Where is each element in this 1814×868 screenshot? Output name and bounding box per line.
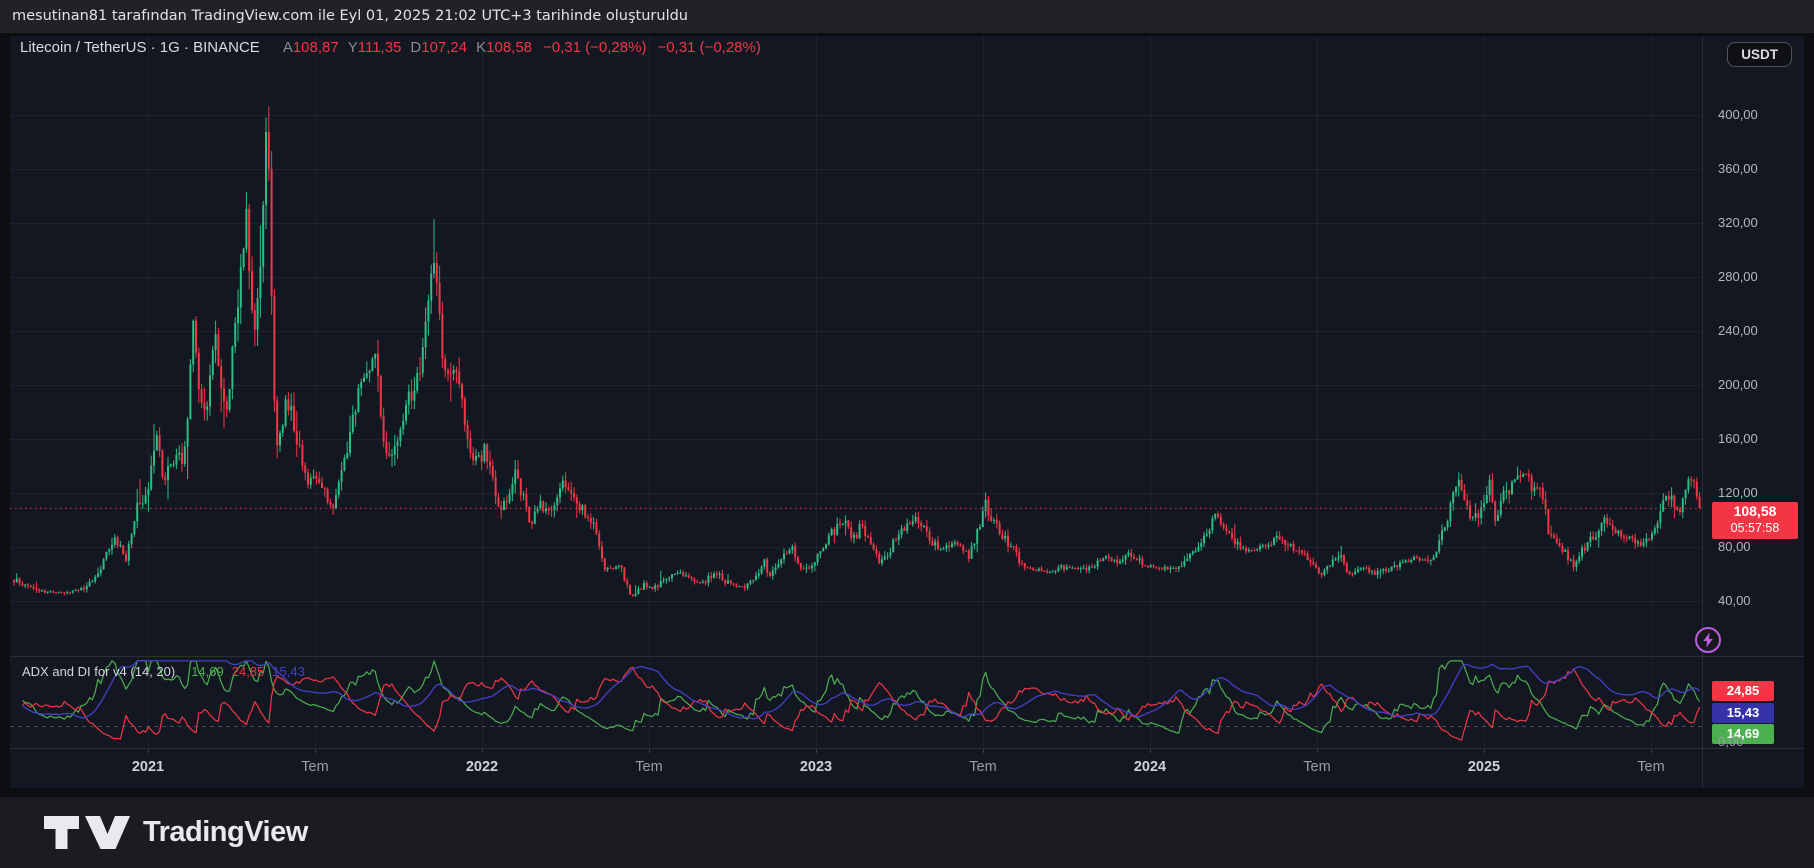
ohlc-value: 107,24: [421, 39, 468, 56]
price-tick-label: 40,00: [1718, 593, 1751, 608]
last-price-badge: 108,58 05:57:58: [1712, 502, 1798, 539]
candlestick-chart[interactable]: [10, 36, 1804, 788]
indicator-header: ADX and DI for v4 (14, 20) 14,69 24,85 15,4…: [22, 664, 305, 680]
price-tick-label: 200,00: [1718, 377, 1758, 392]
price-tick-label: 280,00: [1718, 269, 1758, 284]
symbol-header: Litecoin / TetherUS · 1G · BINANCE A108,8…: [20, 39, 761, 57]
symbol-title[interactable]: Litecoin / TetherUS · 1G · BINANCE: [20, 39, 260, 56]
indicator-values: 14,69 24,85 15,43: [183, 664, 305, 679]
time-axis-year-label: 2023: [799, 759, 833, 775]
time-axis-month-label: Tem: [301, 759, 329, 775]
time-axis-month-label: Tem: [635, 759, 663, 775]
bar-countdown: 05:57:58: [1730, 521, 1780, 535]
change-value: −0,31 (−0,28%): [543, 39, 647, 56]
ohlc-label: D: [410, 39, 422, 56]
indicator-title[interactable]: ADX and DI for v4 (14, 20): [22, 664, 176, 679]
price-tick-label: 320,00: [1718, 215, 1758, 230]
indicator-value-di+: 14,69: [191, 664, 224, 679]
tradingview-logo[interactable]: TradingView: [44, 815, 308, 850]
time-axis[interactable]: 2021 Tem 2022 Tem 2023 Tem 2024 Tem 2025 Tem: [10, 748, 1702, 788]
price-tick-label: 160,00: [1718, 431, 1758, 446]
price-tick-label: 360,00: [1718, 161, 1758, 176]
price-tick-label: 80,00: [1718, 539, 1751, 554]
last-price-value: 108,58: [1733, 503, 1777, 519]
indicator-badge-di-: 24,85: [1712, 681, 1774, 701]
currency-toggle-button[interactable]: USDT: [1727, 42, 1792, 67]
ohlc-label: K: [476, 39, 487, 56]
time-axis-year-label: 2021: [131, 759, 165, 775]
price-tick-label: 400,00: [1718, 107, 1758, 122]
indicator-value-adx: 15,43: [272, 664, 305, 679]
attribution-text: mesutinan81 tarafından TradingView.com i…: [12, 8, 688, 24]
time-axis-month-label: Tem: [1637, 759, 1665, 775]
ohlc-values: A108,87 Y111,35 D107,24 K108,58: [274, 39, 532, 56]
ohlc-label: A: [282, 39, 293, 56]
price-tick-label: 240,00: [1718, 323, 1758, 338]
indicator-zero-label: 0,00: [1718, 734, 1744, 749]
price-tick-label: 120,00: [1718, 485, 1758, 500]
price-scale[interactable]: 400,00 360,00 320,00 280,00 240,00 200,00 160,…: [1702, 36, 1804, 748]
ohlc-value: 108,58: [486, 39, 533, 56]
time-axis-year-label: 2025: [1467, 759, 1501, 775]
time-axis-year-label: 2024: [1133, 759, 1167, 775]
ohlc-value: 108,87: [292, 39, 339, 56]
footer-bar: TradingView: [0, 797, 1814, 868]
time-axis-month-label: Tem: [969, 759, 997, 775]
tradingview-logo-text: TradingView: [143, 816, 308, 848]
indicator-value-di-: 24,85: [231, 664, 265, 679]
ohlc-value: 111,35: [357, 39, 402, 56]
indicator-badge-adx: 15,43: [1712, 703, 1774, 723]
time-axis-year-label: 2022: [465, 759, 499, 775]
time-axis-month-label: Tem: [1303, 759, 1331, 775]
lightning-icon[interactable]: [1694, 626, 1722, 654]
indicator-badge-di+: 14,69: [1712, 724, 1774, 744]
tradingview-logo-icon: [44, 816, 130, 849]
change-value-extended: −0,31 (−0,28%): [657, 39, 761, 56]
attribution-bar: mesutinan81 tarafından TradingView.com i…: [0, 0, 1814, 33]
chart-widget: Litecoin / TetherUS · 1G · BINANCE A108,8…: [10, 36, 1804, 788]
ohlc-label: Y: [347, 39, 358, 56]
